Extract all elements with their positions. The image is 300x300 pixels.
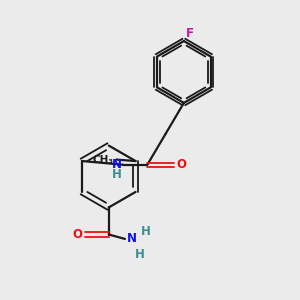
Text: O: O <box>72 228 82 241</box>
Text: O: O <box>177 158 187 171</box>
Text: CH₃: CH₃ <box>92 154 113 165</box>
Text: H: H <box>141 225 151 238</box>
Text: N: N <box>127 232 137 245</box>
Text: H: H <box>112 168 122 181</box>
Text: H: H <box>135 248 145 261</box>
Text: N: N <box>112 158 122 171</box>
Text: F: F <box>186 27 194 40</box>
